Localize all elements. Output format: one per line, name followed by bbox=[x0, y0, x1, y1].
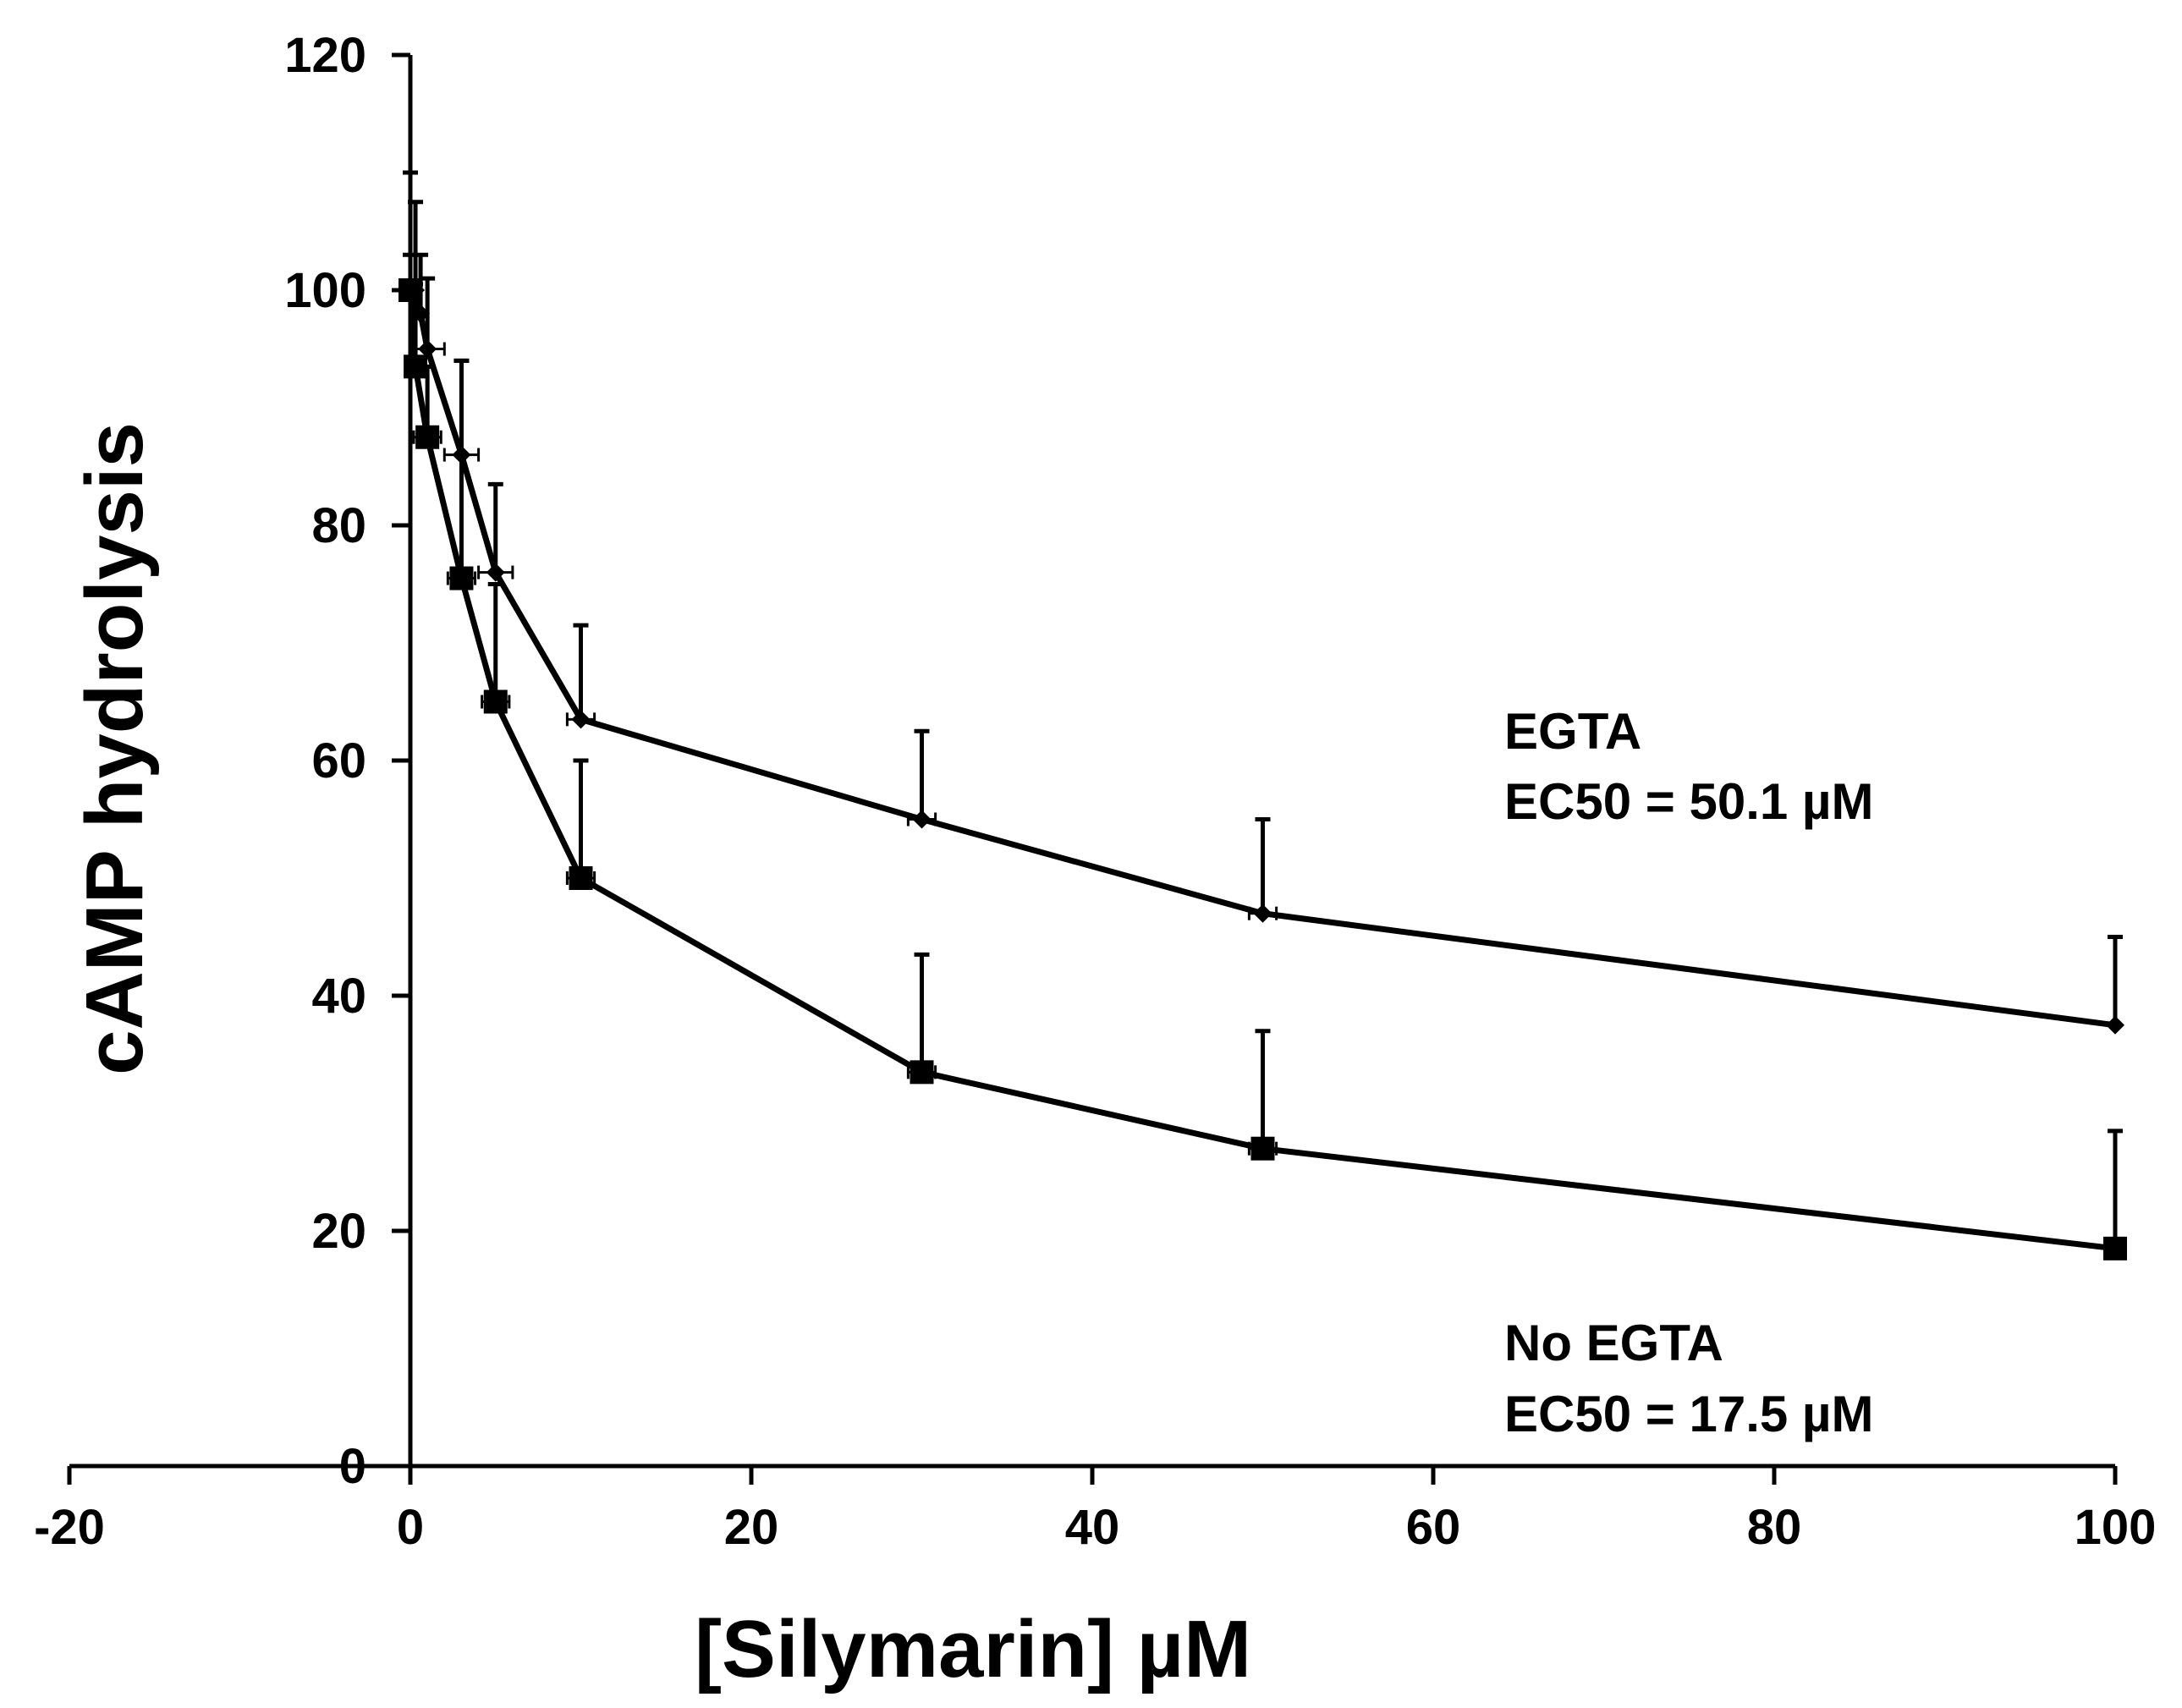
y-tick-label: 40 bbox=[311, 969, 366, 1024]
y-axis-title: cAMP hydrolysis bbox=[69, 422, 160, 1075]
data-point bbox=[2103, 1236, 2127, 1260]
x-tick-label: 40 bbox=[1065, 1500, 1120, 1555]
data-point bbox=[418, 339, 437, 359]
y-tick-label: 20 bbox=[311, 1204, 366, 1259]
series-egta bbox=[401, 170, 2124, 1035]
x-tick-label: 20 bbox=[724, 1500, 779, 1555]
data-point bbox=[1250, 1136, 1275, 1161]
x-tick-label: -20 bbox=[34, 1500, 105, 1555]
data-point bbox=[569, 866, 593, 890]
data-point bbox=[571, 710, 591, 729]
data-point bbox=[912, 810, 932, 829]
y-tick-label: 60 bbox=[311, 733, 366, 788]
y-tick-label: 100 bbox=[284, 263, 366, 318]
data-point bbox=[449, 566, 474, 590]
x-axis-title: [Silymarin] µM bbox=[695, 1604, 1251, 1694]
series-no-egta bbox=[398, 252, 2127, 1260]
series-layer bbox=[398, 170, 2127, 1260]
data-point bbox=[910, 1060, 934, 1085]
data-point bbox=[486, 563, 505, 582]
data-point bbox=[2106, 1015, 2124, 1035]
x-tick-label: 100 bbox=[2075, 1500, 2157, 1555]
data-point bbox=[1253, 903, 1272, 923]
x-tick-label: 80 bbox=[1747, 1500, 1802, 1555]
annotation-no-egta-label: No EGTA bbox=[1504, 1315, 1723, 1371]
x-tick-label: 60 bbox=[1406, 1500, 1461, 1555]
data-point bbox=[415, 425, 440, 449]
annotation-egta-label: EGTA bbox=[1504, 703, 1641, 760]
data-point bbox=[483, 689, 508, 714]
y-tick-label: 0 bbox=[339, 1439, 366, 1494]
data-point bbox=[398, 278, 422, 302]
annotation-no-egta-ec50: EC50 = 17.5 µM bbox=[1504, 1386, 1873, 1442]
y-tick-label: 120 bbox=[284, 28, 366, 83]
annotation-egta-ec50: EC50 = 50.1 µM bbox=[1504, 773, 1873, 830]
x-tick-label: 0 bbox=[397, 1500, 424, 1555]
y-tick-label: 80 bbox=[311, 498, 366, 553]
axes: -20 0 20 40 60 80 100 0 20 40 60 80 100 120 bbox=[34, 28, 2156, 1555]
